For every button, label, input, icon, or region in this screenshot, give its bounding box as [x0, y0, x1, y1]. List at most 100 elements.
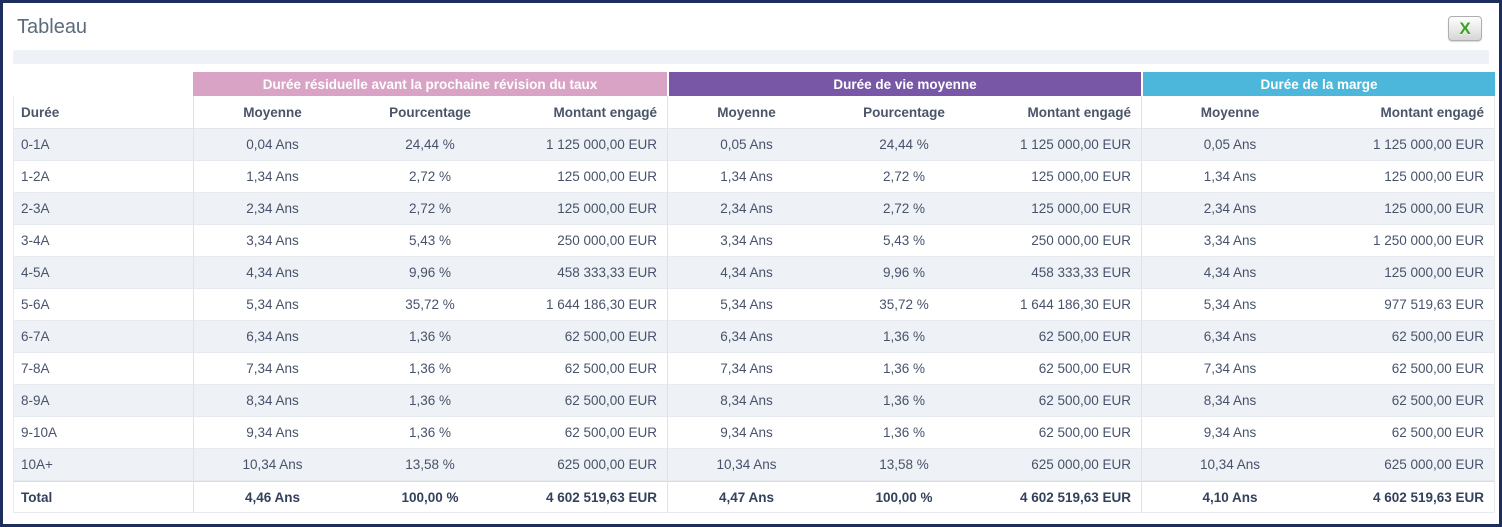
duration-table: Durée résiduelle avant la prochaine révi… — [13, 72, 1496, 513]
cell: 1,34 Ans — [193, 161, 351, 193]
widget-container: Tableau X Durée résiduelle avant la proc… — [3, 3, 1499, 520]
cell: 625 000,00 EUR — [509, 449, 668, 481]
cell: 4,10 Ans — [1141, 481, 1319, 513]
cell: 3,34 Ans — [667, 225, 826, 257]
table-row: 5-6A 5,34 Ans 35,72 % 1 644 186,30 EUR 5,34 … — [13, 289, 1496, 321]
cell: 7,34 Ans — [667, 353, 826, 385]
cell: 1,36 % — [351, 321, 509, 353]
cell: 125 000,00 EUR — [983, 193, 1142, 225]
column-header-moyenne-3: Moyenne — [1141, 96, 1319, 129]
table-row: 10A+ 10,34 Ans 13,58 % 625 000,00 EUR 10,34 … — [13, 449, 1496, 481]
excel-icon: X — [1459, 19, 1471, 38]
cell: 10,34 Ans — [1141, 449, 1319, 481]
table-row: 9-10A 9,34 Ans 1,36 % 62 500,00 EUR 9,34 Ans… — [13, 417, 1496, 449]
table-row: 1-2A 1,34 Ans 2,72 % 125 000,00 EUR 1,34 Ans… — [13, 161, 1496, 193]
cell: 35,72 % — [825, 289, 984, 321]
group-header-duree-residuelle: Durée résiduelle avant la prochaine révi… — [193, 72, 668, 96]
cell: 0,05 Ans — [667, 129, 826, 161]
cell: 3,34 Ans — [1141, 225, 1319, 257]
title-bar: Tableau X — [10, 10, 1492, 50]
row-label: 8-9A — [13, 385, 193, 417]
cell: 1,36 % — [825, 385, 984, 417]
cell: 5,43 % — [825, 225, 984, 257]
cell: 8,34 Ans — [1141, 385, 1319, 417]
cell: 62 500,00 EUR — [1318, 353, 1496, 385]
cell: 62 500,00 EUR — [509, 417, 668, 449]
cell: 2,72 % — [351, 161, 509, 193]
cell: 125 000,00 EUR — [509, 161, 668, 193]
table-row: 3-4A 3,34 Ans 5,43 % 250 000,00 EUR 3,34 Ans… — [13, 225, 1496, 257]
cell: 13,58 % — [351, 449, 509, 481]
row-label: 2-3A — [13, 193, 193, 225]
cell: 62 500,00 EUR — [1318, 385, 1496, 417]
cell: 458 333,33 EUR — [509, 257, 668, 289]
cell: 1,36 % — [351, 385, 509, 417]
column-header-moyenne-1: Moyenne — [193, 96, 351, 129]
cell: 6,34 Ans — [667, 321, 826, 353]
cell: 458 333,33 EUR — [983, 257, 1142, 289]
row-label: 1-2A — [13, 161, 193, 193]
cell: 1 125 000,00 EUR — [983, 129, 1142, 161]
cell: 62 500,00 EUR — [1318, 417, 1496, 449]
cell: 6,34 Ans — [1141, 321, 1319, 353]
cell: 35,72 % — [351, 289, 509, 321]
row-label: 7-8A — [13, 353, 193, 385]
row-label: Total — [13, 481, 193, 513]
group-header-row: Durée résiduelle avant la prochaine révi… — [13, 72, 1496, 96]
column-header-montant-3: Montant engagé — [1318, 96, 1496, 129]
table-top-strip — [13, 50, 1489, 64]
cell: 5,34 Ans — [193, 289, 351, 321]
cell: 4,47 Ans — [667, 481, 826, 513]
cell: 4,34 Ans — [667, 257, 826, 289]
cell: 2,72 % — [825, 161, 984, 193]
cell: 1 125 000,00 EUR — [509, 129, 668, 161]
total-row: Total 4,46 Ans 100,00 % 4 602 519,63 EUR 4,4… — [13, 481, 1496, 513]
cell: 10,34 Ans — [667, 449, 826, 481]
cell: 3,34 Ans — [193, 225, 351, 257]
group-header-duree-marge: Durée de la marge — [1141, 72, 1496, 96]
cell: 4,34 Ans — [1141, 257, 1319, 289]
cell: 250 000,00 EUR — [509, 225, 668, 257]
cell: 13,58 % — [825, 449, 984, 481]
cell: 4 602 519,63 EUR — [983, 481, 1142, 513]
cell: 125 000,00 EUR — [1318, 193, 1496, 225]
group-header-spacer — [13, 72, 193, 96]
cell: 62 500,00 EUR — [983, 385, 1142, 417]
cell: 125 000,00 EUR — [983, 161, 1142, 193]
cell: 1 250 000,00 EUR — [1318, 225, 1496, 257]
excel-export-button[interactable]: X — [1448, 16, 1482, 41]
cell: 4,34 Ans — [193, 257, 351, 289]
table-body: 0-1A 0,04 Ans 24,44 % 1 125 000,00 EUR 0,05 … — [13, 129, 1496, 513]
column-header-montant-2: Montant engagé — [983, 96, 1142, 129]
cell: 9,34 Ans — [193, 417, 351, 449]
cell: 2,72 % — [351, 193, 509, 225]
cell: 7,34 Ans — [193, 353, 351, 385]
cell: 62 500,00 EUR — [509, 353, 668, 385]
cell: 125 000,00 EUR — [1318, 161, 1496, 193]
cell: 4 602 519,63 EUR — [509, 481, 668, 513]
cell: 5,34 Ans — [1141, 289, 1319, 321]
cell: 977 519,63 EUR — [1318, 289, 1496, 321]
cell: 2,34 Ans — [193, 193, 351, 225]
cell: 250 000,00 EUR — [983, 225, 1142, 257]
cell: 24,44 % — [825, 129, 984, 161]
cell: 125 000,00 EUR — [509, 193, 668, 225]
cell: 1,34 Ans — [667, 161, 826, 193]
cell: 1 644 186,30 EUR — [983, 289, 1142, 321]
row-label: 3-4A — [13, 225, 193, 257]
cell: 2,34 Ans — [1141, 193, 1319, 225]
cell: 625 000,00 EUR — [1318, 449, 1496, 481]
cell: 4,46 Ans — [193, 481, 351, 513]
row-label: 5-6A — [13, 289, 193, 321]
cell: 1,34 Ans — [1141, 161, 1319, 193]
cell: 1,36 % — [825, 321, 984, 353]
row-label: 4-5A — [13, 257, 193, 289]
cell: 8,34 Ans — [193, 385, 351, 417]
cell: 62 500,00 EUR — [983, 321, 1142, 353]
table-row: 0-1A 0,04 Ans 24,44 % 1 125 000,00 EUR 0,05 … — [13, 129, 1496, 161]
cell: 62 500,00 EUR — [983, 417, 1142, 449]
cell: 1 125 000,00 EUR — [1318, 129, 1496, 161]
row-label: 0-1A — [13, 129, 193, 161]
cell: 7,34 Ans — [1141, 353, 1319, 385]
column-header-duree: Durée — [13, 96, 193, 129]
